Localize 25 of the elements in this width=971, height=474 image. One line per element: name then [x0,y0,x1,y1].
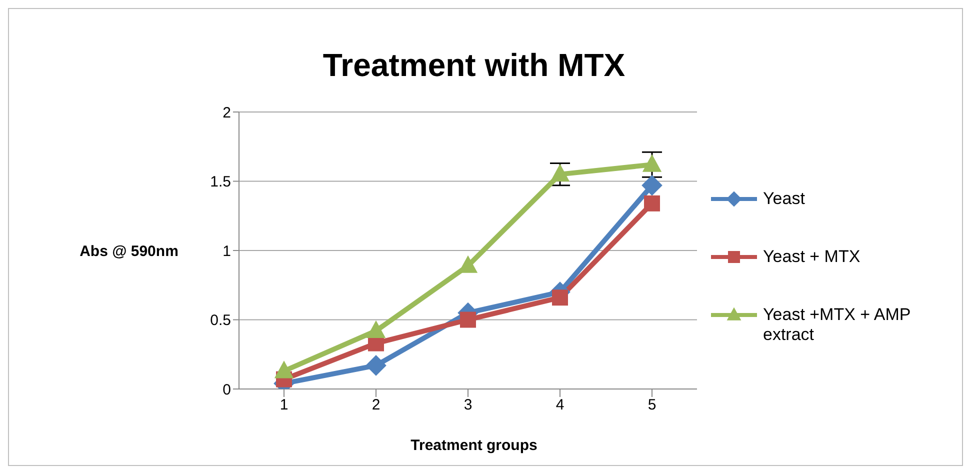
point [366,320,386,338]
point [644,195,660,212]
point [550,164,570,182]
x-tick-label: 1 [280,396,288,414]
y-tick-label: 1.5 [210,174,231,191]
point [642,154,662,172]
point [460,312,476,328]
point [274,360,294,378]
x-tick-label: 2 [372,396,380,414]
legend-label: Yeast + MTX [763,247,862,267]
y-tick-label: 2 [222,104,231,122]
y-tick-label: 1 [222,242,231,260]
y-tick-label: 0.5 [210,312,231,330]
point [552,290,568,306]
chart-title: Treatment with MTX [322,47,626,84]
point [366,355,386,376]
x-tick-label: 3 [464,396,472,414]
x-axis-title: Treatment groups [410,437,538,454]
legend-label: Yeast [763,189,806,209]
y-axis-title: Abs @ 590nm [80,243,178,260]
point [642,175,662,196]
x-tick-label: 4 [556,396,564,414]
x-tick-label: 5 [648,396,656,414]
legend-label: Yeast +MTX + AMP extract [763,305,912,345]
y-tick-label: 0 [222,381,231,398]
